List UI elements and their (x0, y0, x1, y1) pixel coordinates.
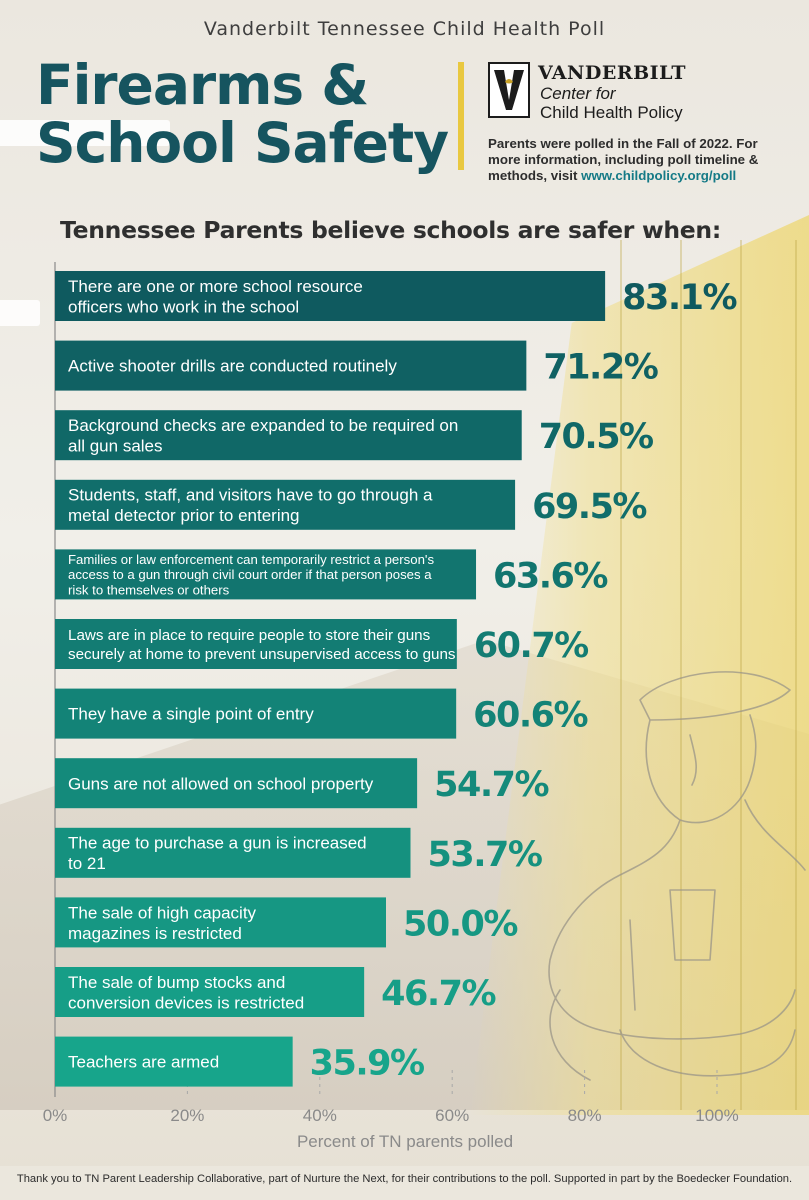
poll-note-text: Parents were polled in the Fall of 2022.… (488, 136, 759, 183)
bar-category-label: The sale of bump stocks and conversion de… (68, 973, 304, 1013)
bar-category-label: Active shooter drills are conducted rout… (68, 357, 397, 376)
x-tick-label: 80% (568, 1106, 602, 1125)
footer-credits: Thank you to TN Parent Leadership Collab… (16, 1173, 793, 1185)
bar (55, 897, 386, 948)
bar-value-label: 71.2% (543, 348, 657, 388)
bar-category-label: Students, staff, and visitors have to go… (68, 486, 433, 526)
bar-category-label: Guns are not allowed on school property (68, 774, 374, 793)
x-tick-label: 60% (435, 1106, 469, 1125)
x-tick-label: 0% (43, 1106, 68, 1125)
bar-value-label: 69.5% (532, 487, 646, 527)
bar (55, 479, 516, 530)
title-line-2: School Safety (36, 111, 449, 175)
bar-category-label: The sale of high capacity magazines is re… (68, 903, 257, 943)
title-line-1: Firearms & (36, 53, 369, 117)
locker-divider (740, 240, 742, 1110)
bar-category-label: Laws are in place to require people to s… (68, 627, 456, 663)
bar (55, 619, 457, 669)
bar (55, 827, 411, 878)
vanderbilt-logo-icon (488, 62, 530, 118)
bar (55, 1036, 293, 1087)
bars: There are one or more school resource off… (55, 271, 738, 1087)
org-subtitle-2: Child Health Policy (540, 103, 683, 122)
bar-category-label: Background checks are expanded to be req… (68, 416, 458, 456)
bar-value-label: 35.9% (310, 1044, 424, 1084)
org-subtitle-1: Center for (540, 84, 616, 103)
bar (55, 410, 522, 461)
bar (55, 549, 477, 600)
bar-category-label: Teachers are armed (68, 1053, 219, 1072)
bar (55, 758, 418, 809)
bar-value-label: 50.0% (403, 904, 517, 944)
grid (54, 262, 718, 1097)
bar (55, 340, 527, 391)
bar-value-label: 60.7% (474, 626, 588, 666)
footer-background (0, 1166, 809, 1200)
x-axis: 0% 20% 40% 60% 80% 100% Percent of TN parents … (43, 1106, 739, 1151)
poll-note: Parents were polled in the Fall of 2022.… (488, 136, 788, 184)
bar-value-label: 46.7% (381, 974, 495, 1014)
bar-value-label: 70.5% (539, 417, 653, 457)
locker-divider (680, 240, 682, 1110)
bar (55, 967, 365, 1017)
org-name: VANDERBILT (538, 62, 687, 84)
bar-value-label: 60.6% (473, 696, 587, 736)
locker-divider (620, 240, 622, 1110)
bar-value-label: 54.7% (434, 765, 548, 805)
bar-value-label: 63.6% (493, 556, 607, 596)
bar-value-label: 83.1% (622, 278, 736, 318)
ceiling-light (0, 120, 170, 146)
chart-subtitle: Tennessee Parents believe schools are sa… (60, 216, 721, 244)
poll-link[interactable]: www.childpolicy.org/poll (581, 168, 737, 183)
x-tick-label: 100% (695, 1106, 738, 1125)
bar-category-label: The age to purchase a gun is increased to… (68, 834, 367, 874)
officer-illustration (548, 671, 806, 1081)
bar-category-label: Families or law enforcement can temporar… (68, 552, 434, 598)
bar-category-label: They have a single point of entry (68, 705, 314, 724)
ceiling-light (0, 300, 40, 326)
x-tick-label: 40% (303, 1106, 337, 1125)
x-tick-label: 20% (170, 1106, 204, 1125)
locker-divider (795, 240, 797, 1110)
title-divider (458, 62, 464, 170)
page-title: Firearms & School Safety (36, 53, 449, 175)
poll-title: Vanderbilt Tennessee Child Health Poll (203, 18, 606, 40)
bar (55, 271, 606, 321)
bar-category-label: There are one or more school resource off… (68, 277, 363, 317)
x-axis-label: Percent of TN parents polled (297, 1132, 513, 1151)
bar-value-label: 53.7% (427, 835, 541, 875)
bar (55, 688, 457, 739)
